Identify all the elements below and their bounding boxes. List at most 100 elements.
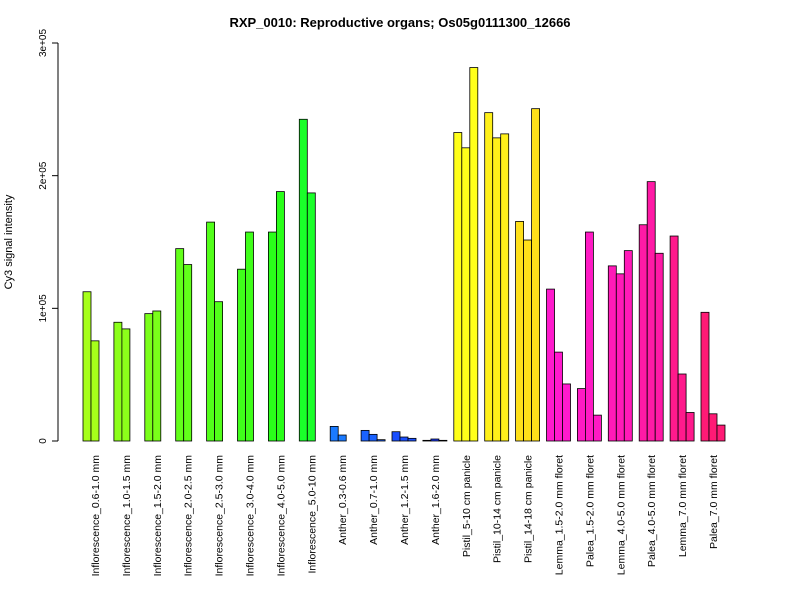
bar [585,231,594,442]
x-tick-label: Anther_0.7-1.0 mm [368,455,380,545]
bar-group [144,310,162,442]
bar [708,413,718,442]
x-tick-label: Inflorescence_5.0-10 mm [306,455,318,574]
bar-group [638,181,664,442]
bar [422,439,432,442]
x-tick-label: Lemma_1.5-2.0 mm floret [554,455,566,575]
bar [453,132,463,442]
bar [391,431,401,442]
x-tick-label: Palea_7.0 mm floret [708,455,720,549]
bar [646,181,656,442]
bar-group [391,431,417,442]
bar [399,436,409,442]
bar-group [206,221,224,442]
x-tick-label: Inflorescence_2.5-3.0 mm [214,455,226,577]
x-tick-label: Anther_1.2-1.5 mm [399,455,411,545]
bar [484,112,494,442]
bar [275,191,285,442]
x-tick-label: Anther_1.6-2.0 mm [430,455,442,545]
bar [298,118,308,442]
chart-title: RXP_0010: Reproductive organs; Os05g0111… [229,15,570,30]
bar [461,147,471,442]
bar [306,192,316,442]
x-tick-label: Lemma_4.0-5.0 mm floret [615,455,627,575]
bar-group [329,426,347,442]
bar-group [669,235,695,442]
bar-group [237,231,254,442]
bar [654,252,664,442]
bar [267,231,277,442]
y-tick-label: 0 [38,438,49,444]
bar [245,231,254,442]
x-tick-label: Anther_0.3-0.6 mm [337,455,349,545]
bar [206,221,216,442]
bar-group [267,191,285,442]
bar [183,264,193,442]
y-tick-label: 2e+05 [38,161,49,190]
bar [685,412,695,442]
bar [469,67,479,442]
x-tick-label: Pistil_5-10 cm panicle [461,455,473,557]
bar [438,439,448,442]
x-axis-labels: Inflorescence_0.6-1.0 mm Inflorescence_1.… [90,455,720,577]
bar-group [422,438,448,442]
bar-group [607,250,633,442]
bar [376,439,386,442]
bar-group [360,429,386,442]
x-tick-label: Inflorescence_0.6-1.0 mm [90,455,102,577]
bar-group [577,231,602,442]
bar [90,340,100,442]
bar [121,328,131,442]
bar [82,291,92,442]
bar-group [546,288,571,442]
bar [669,235,679,442]
bar [152,310,162,442]
bar-group [453,67,479,442]
y-axis: 0 1e+05 2e+05 3e+05 [38,29,59,444]
bar [515,221,524,442]
bar [700,311,710,442]
x-tick-label: Inflorescence_1.5-2.0 mm [152,455,164,577]
bar [638,224,648,442]
bars [82,67,726,442]
bar [531,108,540,442]
y-tick-label: 1e+05 [38,294,49,323]
bar-group [484,112,510,442]
bar [329,426,339,442]
bar [623,250,633,442]
bar-group [175,248,193,442]
bar [546,288,555,442]
bar [368,433,378,442]
bar [523,239,532,442]
x-tick-label: Inflorescence_4.0-5.0 mm [275,455,287,577]
bar [337,434,347,442]
bar-group [298,118,316,442]
bar [113,321,123,442]
bar [554,351,563,442]
bar [214,301,224,442]
bar [175,248,185,442]
x-tick-label: Palea_4.0-5.0 mm floret [646,455,658,567]
bar-group [700,311,726,442]
bar [607,265,617,442]
x-tick-label: Palea_1.5-2.0 mm floret [584,455,596,567]
bar [407,437,417,442]
bar [577,388,586,442]
bar [492,137,502,442]
bar [716,424,726,442]
bar-group [515,108,540,442]
x-tick-label: Pistil_10-14 cm panicle [492,455,504,563]
bar [360,429,370,442]
x-tick-label: Inflorescence_1.0-1.5 mm [121,455,133,577]
y-axis-label: Cy3 signal intensity [3,194,15,289]
bar [144,313,154,442]
bar [430,438,440,442]
bar [237,268,246,442]
y-tick-label: 3e+05 [38,29,49,58]
bar [677,373,687,442]
bar [593,414,602,442]
x-tick-label: Lemma_7.0 mm floret [677,455,689,557]
bar-group [82,291,100,442]
